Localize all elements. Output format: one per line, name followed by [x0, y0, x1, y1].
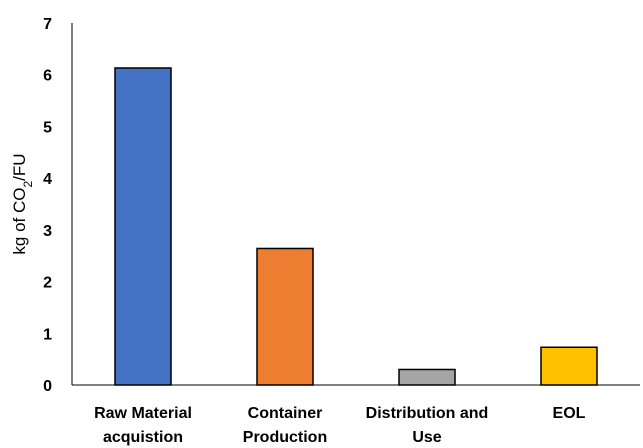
x-tick-label-line: acquistion	[103, 429, 183, 446]
x-tick-label-line: EOL	[553, 405, 586, 422]
bar	[256, 247, 314, 386]
y-tick-label: 0	[43, 378, 52, 395]
x-tick-label-line: Container	[248, 405, 323, 422]
y-tick-label: 4	[43, 171, 52, 188]
bar	[398, 368, 456, 386]
y-tick-label: 1	[43, 326, 52, 343]
x-tick-label-line: Use	[412, 429, 441, 446]
y-axis-title-subscript: 2	[21, 180, 35, 187]
y-axis-title-suffix: /FU	[10, 153, 29, 180]
y-axis: 0 1 2 3 4 5 6 7	[43, 16, 73, 395]
y-tick-labels: 0 1 2 3 4 5 6 7	[43, 16, 52, 395]
x-tick-label-line: Distribution and	[366, 405, 489, 422]
bar	[540, 346, 598, 386]
x-tick-label-line: Raw Material	[94, 405, 192, 422]
bars	[114, 67, 598, 386]
x-tick-label-line: Production	[243, 429, 327, 446]
x-tick-label: EOL	[553, 405, 586, 422]
y-axis-title-prefix: kg of CO	[10, 187, 29, 254]
y-tick-label: 2	[43, 275, 52, 292]
x-tick-label: Container Production	[243, 405, 327, 446]
x-axis: Raw Material acquistion Container Productio…	[72, 384, 640, 446]
y-axis-title: kg of CO2/FU	[10, 153, 35, 254]
x-tick-label: Raw Material acquistion	[94, 405, 192, 446]
bar	[114, 67, 172, 386]
y-tick-label: 5	[43, 119, 52, 136]
y-tick-label: 7	[43, 16, 52, 33]
x-tick-label: Distribution and Use	[366, 405, 489, 446]
y-tick-label: 3	[43, 223, 52, 240]
x-tick-labels: Raw Material acquistion Container Productio…	[94, 405, 586, 446]
y-tick-label: 6	[43, 68, 52, 85]
